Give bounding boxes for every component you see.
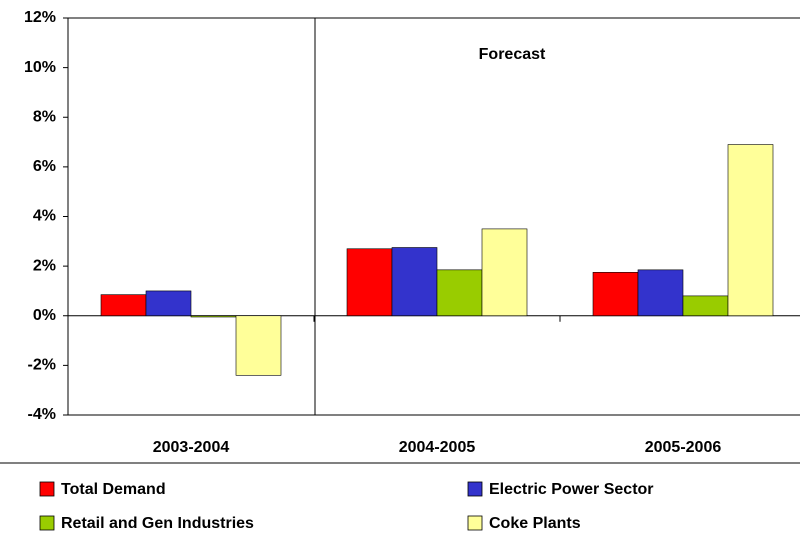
bar [727, 144, 774, 317]
bar [235, 315, 282, 376]
bar [145, 290, 192, 317]
legend-label: Retail and Gen Industries [61, 515, 254, 532]
legend-swatch [39, 515, 55, 531]
y-tick-label: 6% [33, 158, 56, 175]
legend-label: Total Demand [61, 481, 166, 498]
x-tick-label: 2005-2006 [645, 439, 722, 456]
bar [346, 248, 393, 317]
bar [682, 295, 729, 317]
bar [391, 247, 438, 317]
bar [100, 294, 147, 317]
legend-swatch [467, 481, 483, 497]
bar [190, 315, 237, 318]
y-tick-label: 10% [24, 59, 56, 76]
x-tick-label: 2003-2004 [153, 439, 230, 456]
annotation: Forecast [479, 46, 546, 63]
bar [481, 228, 528, 317]
legend-label: Electric Power Sector [489, 481, 654, 498]
legend-swatch [467, 515, 483, 531]
plot-frame [67, 17, 800, 416]
legend-swatch [39, 481, 55, 497]
y-tick-label: 12% [24, 9, 56, 26]
y-tick-label: 2% [33, 257, 56, 274]
y-tick-label: 8% [33, 108, 56, 125]
x-tick-label: 2004-2005 [399, 439, 476, 456]
y-tick-label: 0% [33, 307, 56, 324]
y-tick-label: -4% [28, 406, 56, 423]
y-tick-label: -2% [28, 357, 56, 374]
bar [436, 269, 483, 317]
legend-label: Coke Plants [489, 515, 581, 532]
bar [592, 272, 639, 317]
y-tick-label: 4% [33, 208, 56, 225]
bar [637, 269, 684, 317]
